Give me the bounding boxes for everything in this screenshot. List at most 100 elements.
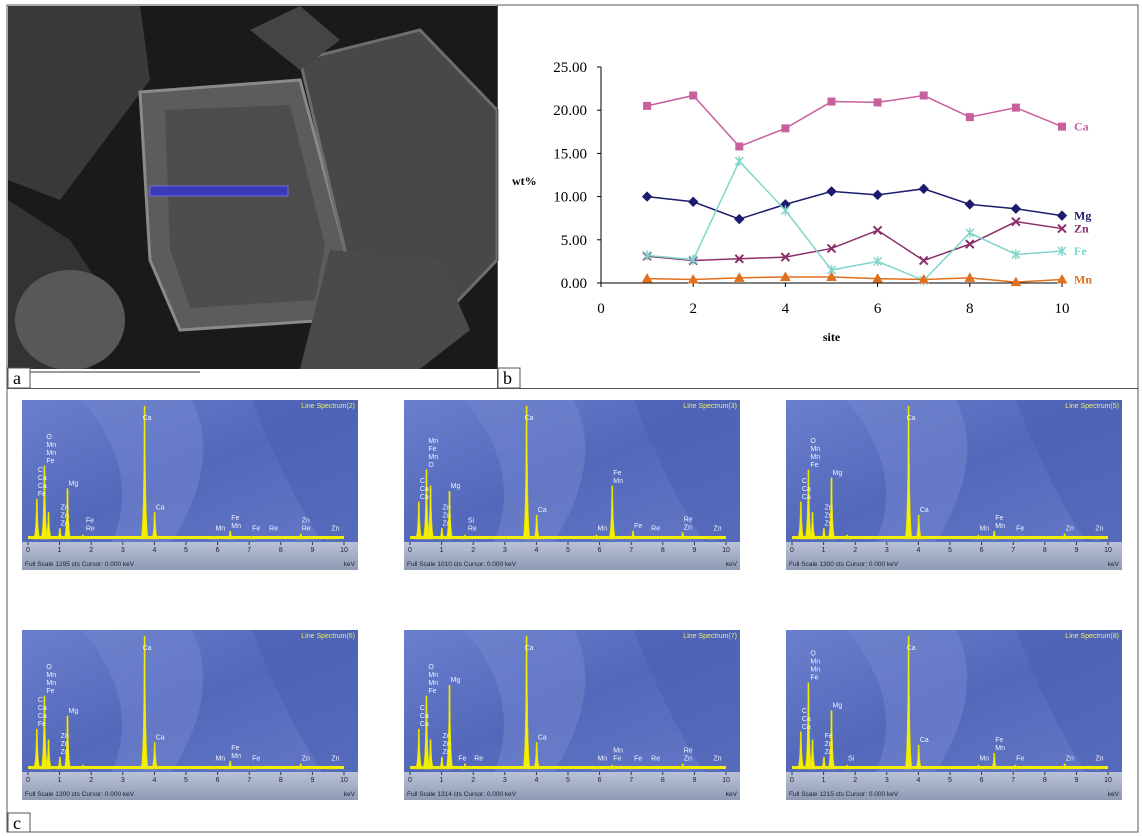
element-label: Re (684, 516, 693, 523)
element-label: C (420, 478, 425, 485)
peak (63, 715, 72, 770)
x-tick-label: 5 (566, 547, 570, 554)
element-label: Mn (613, 748, 623, 755)
marker (1010, 203, 1022, 214)
marker (1056, 274, 1068, 284)
peak (426, 485, 435, 540)
x-tick-label: 8 (661, 547, 665, 554)
marker (826, 243, 837, 254)
element-label: Fe (252, 526, 260, 533)
x-tick-label: 4 (782, 301, 790, 317)
peak (592, 534, 601, 540)
x-tick-label: 4 (152, 547, 156, 554)
marker (827, 97, 836, 106)
element-label: Zn (61, 504, 69, 511)
marker (965, 113, 974, 122)
spectrum-title: Line Spectrum(6) (301, 633, 355, 640)
y-tick-label: 10.00 (553, 190, 587, 206)
axis-strip (22, 542, 358, 570)
element-label: Fe (428, 688, 436, 695)
marker (1056, 210, 1068, 221)
element-label: Fe (458, 756, 466, 763)
x-tick-label: 10 (340, 547, 348, 554)
x-tick-label: 4 (916, 777, 920, 784)
peak (678, 763, 687, 770)
marker (1057, 246, 1067, 257)
peak (796, 501, 806, 540)
element-label: C (802, 478, 807, 485)
element-label: Fe (86, 518, 94, 525)
peak (914, 514, 923, 540)
element-label: Zn (443, 733, 451, 740)
marker (826, 186, 837, 197)
element-label: Fe (810, 462, 818, 469)
x-tick-label: 3 (503, 777, 507, 784)
x-tick-label: 0 (597, 301, 605, 317)
x-tick-label: 1 (440, 547, 444, 554)
element-label: Mn (979, 526, 989, 533)
x-tick-label: 6 (216, 777, 220, 784)
background-texture (82, 630, 204, 772)
peak (445, 490, 454, 540)
element-label: C (420, 705, 425, 712)
peak (990, 752, 999, 770)
peak (608, 764, 617, 770)
spectrum-footer: Full Scale 1215 cts Cursor: 0.000 keV (789, 791, 899, 798)
element-label: Ca (420, 486, 429, 493)
peak (78, 534, 88, 540)
element-label: O (428, 664, 434, 671)
element-label: Fe (46, 688, 54, 695)
y-tick-label: 5.00 (561, 233, 587, 249)
element-label: Fe (231, 745, 239, 752)
element-label: Zn (1066, 756, 1074, 763)
spectrum-panel: Line Spectrum(6)CCaCaFeOMnMnFeZnZnZnMgCa… (22, 630, 358, 800)
element-label: Ca (38, 475, 47, 482)
element-label: Zn (443, 520, 451, 527)
peak (607, 485, 617, 540)
x-tick-label: 4 (534, 777, 538, 784)
panel-label: c (13, 813, 21, 833)
x-tick-label: 10 (722, 777, 730, 784)
element-label: Zn (443, 512, 451, 519)
element-label: Mn (810, 659, 820, 666)
element-label: Zn (825, 520, 833, 527)
marker (780, 205, 790, 216)
marker (689, 91, 698, 100)
element-label: Fe (38, 491, 46, 498)
peak (414, 728, 424, 770)
peak (808, 512, 817, 540)
peak (437, 756, 447, 770)
x-axis-label: keV (1108, 561, 1120, 568)
x-axis-label: keV (344, 791, 356, 798)
peak (819, 756, 829, 770)
peak (44, 739, 53, 770)
x-tick-label: 3 (885, 547, 889, 554)
peak (326, 767, 335, 770)
panel-label: a (13, 368, 21, 388)
peak (808, 739, 817, 770)
peak (437, 528, 447, 540)
element-label: Zn (61, 741, 69, 748)
peak (842, 764, 852, 770)
marker (826, 271, 837, 281)
x-tick-label: 0 (790, 547, 794, 554)
peak (426, 739, 435, 770)
peak (150, 742, 159, 770)
element-label: O (46, 434, 52, 441)
element-label: Mn (46, 450, 56, 457)
x-tick-label: 8 (1043, 547, 1047, 554)
background-texture (846, 400, 968, 542)
peak (532, 514, 541, 540)
spectrum-footer: Full Scale 1300 cts Cursor: 0.000 keV (789, 561, 899, 568)
peak (296, 533, 305, 540)
background-texture (82, 400, 204, 542)
marker (780, 271, 791, 281)
peak (628, 530, 638, 540)
marker (642, 250, 652, 261)
marker (1057, 223, 1067, 234)
baseline-noise (792, 766, 1108, 769)
element-label: Zn (713, 756, 721, 763)
x-axis-label: keV (1108, 791, 1120, 798)
peak (1090, 767, 1099, 770)
element-label: Re (651, 756, 660, 763)
